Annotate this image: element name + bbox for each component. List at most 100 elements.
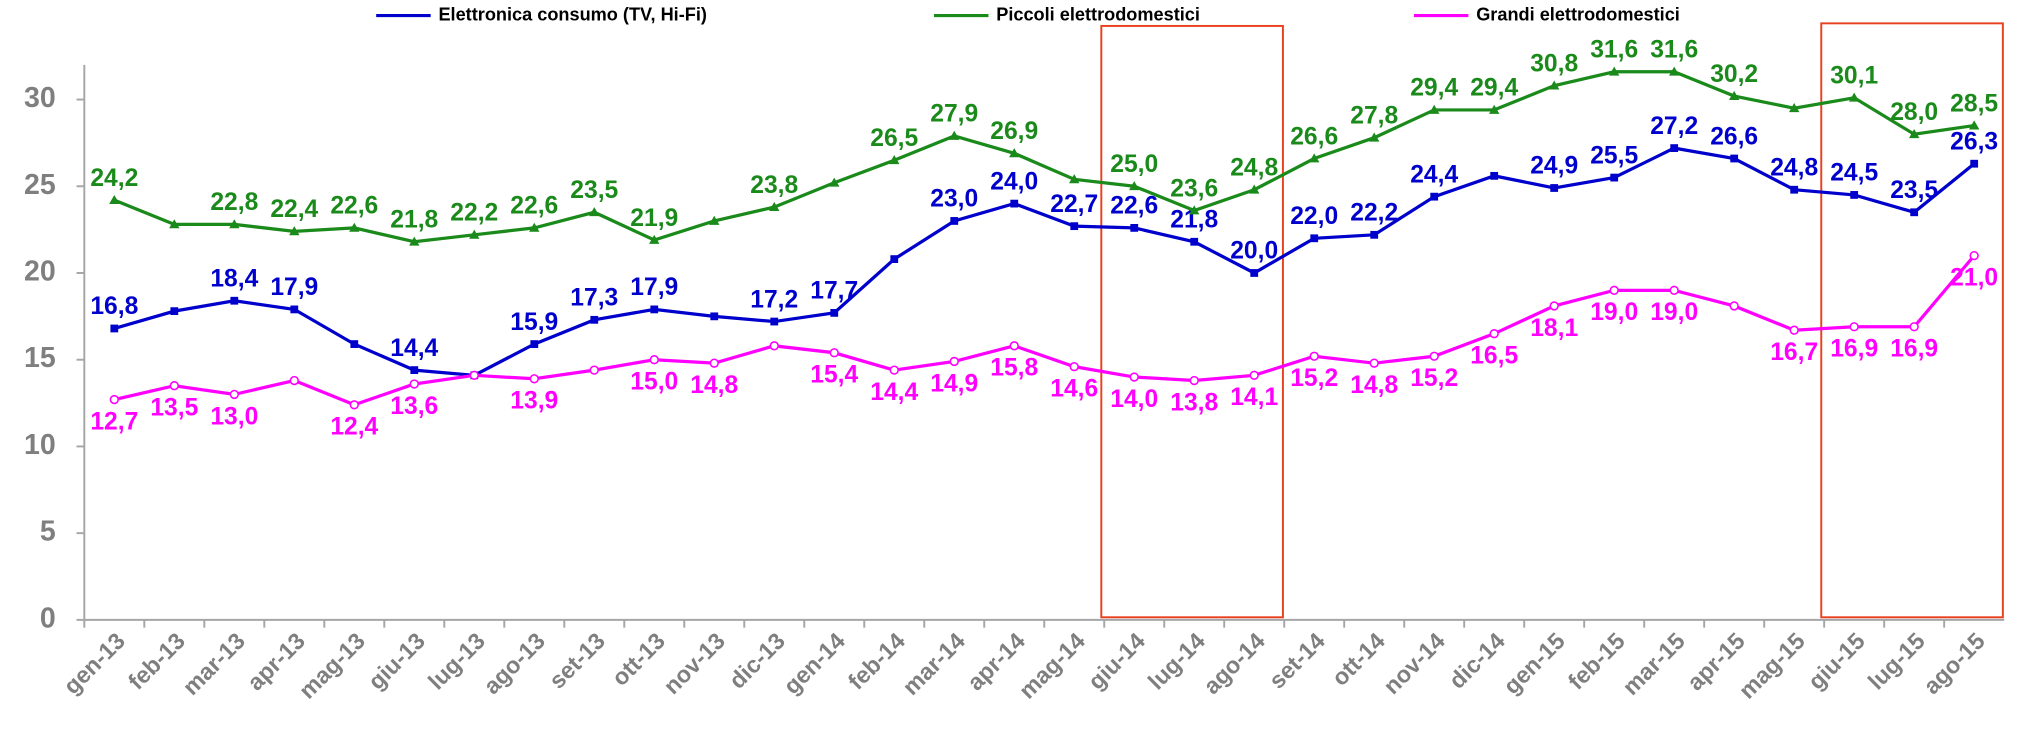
marker — [1370, 230, 1379, 239]
marker — [1009, 148, 1020, 158]
value-label: 24,8 — [1770, 154, 1818, 181]
value-label: 26,3 — [1950, 128, 1998, 155]
marker — [289, 375, 299, 386]
value-label: 23,8 — [750, 172, 798, 199]
legend-label: Grandi elettrodomestici — [1476, 4, 1680, 24]
x-tick-label: ago-15 — [1918, 628, 1990, 700]
marker — [1189, 375, 1199, 386]
marker — [589, 365, 599, 375]
value-label: 27,9 — [930, 101, 978, 128]
marker — [349, 400, 359, 410]
value-label: 22,2 — [1350, 200, 1398, 227]
marker — [1969, 250, 1979, 261]
value-label: 14,8 — [1350, 372, 1398, 399]
marker — [1729, 301, 1739, 311]
value-label: 28,0 — [1890, 99, 1938, 126]
marker — [350, 340, 359, 348]
marker — [1669, 66, 1680, 76]
value-label: 14,0 — [1110, 386, 1158, 413]
marker — [889, 365, 899, 375]
value-label: 17,9 — [270, 274, 318, 301]
marker — [1130, 223, 1139, 232]
series-line — [113, 146, 1976, 377]
marker — [169, 381, 179, 391]
value-label: 26,6 — [1290, 123, 1338, 150]
value-label: 16,9 — [1890, 336, 1938, 363]
marker — [769, 341, 779, 351]
value-label: 29,4 — [1470, 75, 1518, 102]
value-label: 15,2 — [1410, 365, 1458, 392]
marker — [1549, 80, 1560, 90]
y-tick-label: 0 — [40, 602, 56, 634]
marker — [170, 307, 179, 316]
marker — [1609, 285, 1619, 295]
marker — [829, 348, 839, 358]
marker — [1129, 372, 1139, 382]
marker — [289, 226, 300, 236]
value-label: 12,7 — [90, 408, 138, 435]
x-tick-label: giu-15 — [1803, 628, 1870, 695]
x-tick-label: lug-15 — [1863, 628, 1930, 695]
x-tick-label: mag-14 — [1014, 628, 1090, 704]
marker — [709, 215, 720, 225]
value-label: 23,5 — [1890, 177, 1938, 204]
value-label: 24,2 — [90, 165, 138, 192]
value-label: 14,4 — [870, 379, 918, 406]
marker — [109, 194, 120, 205]
marker — [1010, 199, 1019, 208]
marker — [1788, 103, 1800, 113]
value-label: 18,1 — [1530, 315, 1578, 342]
marker — [890, 255, 899, 263]
value-label: 30,2 — [1710, 61, 1758, 88]
value-label: 13,6 — [390, 393, 438, 420]
marker — [650, 305, 659, 314]
value-label: 15,4 — [810, 362, 858, 389]
x-tick-label: mar-15 — [1617, 628, 1690, 700]
marker — [590, 315, 599, 324]
marker — [1129, 181, 1140, 191]
value-label: 23,6 — [1170, 175, 1218, 202]
value-label: 17,3 — [570, 285, 618, 312]
value-label: 22,7 — [1050, 191, 1098, 218]
value-label: 22,6 — [330, 193, 378, 220]
marker — [169, 219, 180, 229]
value-label: 29,4 — [1410, 75, 1458, 102]
value-label: 24,4 — [1410, 161, 1458, 188]
x-tick-label: mag-15 — [1734, 628, 1810, 704]
marker — [1489, 329, 1499, 339]
value-label: 26,6 — [1710, 123, 1758, 150]
value-label: 23,0 — [930, 186, 978, 213]
marker — [1369, 132, 1380, 142]
marker — [529, 374, 539, 384]
value-label: 22,6 — [1110, 193, 1158, 220]
x-tick-label: gen-15 — [1498, 628, 1570, 700]
marker — [769, 201, 780, 211]
series-line — [113, 70, 1975, 244]
value-label: 26,5 — [870, 125, 918, 152]
value-label: 22,6 — [510, 193, 558, 220]
marker — [1249, 370, 1259, 380]
value-label: 24,8 — [1230, 154, 1278, 181]
marker — [1909, 322, 1919, 332]
series-line — [113, 254, 1976, 407]
value-label: 24,5 — [1830, 160, 1878, 187]
marker — [1249, 184, 1260, 194]
value-label: 22,4 — [270, 196, 318, 223]
marker — [230, 296, 239, 305]
value-label: 14,9 — [930, 370, 978, 397]
marker — [949, 356, 959, 367]
marker — [710, 312, 719, 321]
value-label: 15,2 — [1290, 365, 1338, 392]
marker — [410, 366, 419, 375]
marker — [409, 236, 420, 246]
value-label: 15,8 — [990, 355, 1038, 382]
marker — [1849, 322, 1859, 332]
marker — [530, 340, 539, 348]
x-tick-label: gen-14 — [778, 628, 850, 700]
value-label: 21,8 — [390, 207, 438, 234]
value-label: 20,0 — [1230, 238, 1278, 265]
value-label: 22,2 — [450, 200, 498, 227]
x-tick-label: ago-14 — [1198, 628, 1270, 700]
marker — [1070, 222, 1079, 231]
